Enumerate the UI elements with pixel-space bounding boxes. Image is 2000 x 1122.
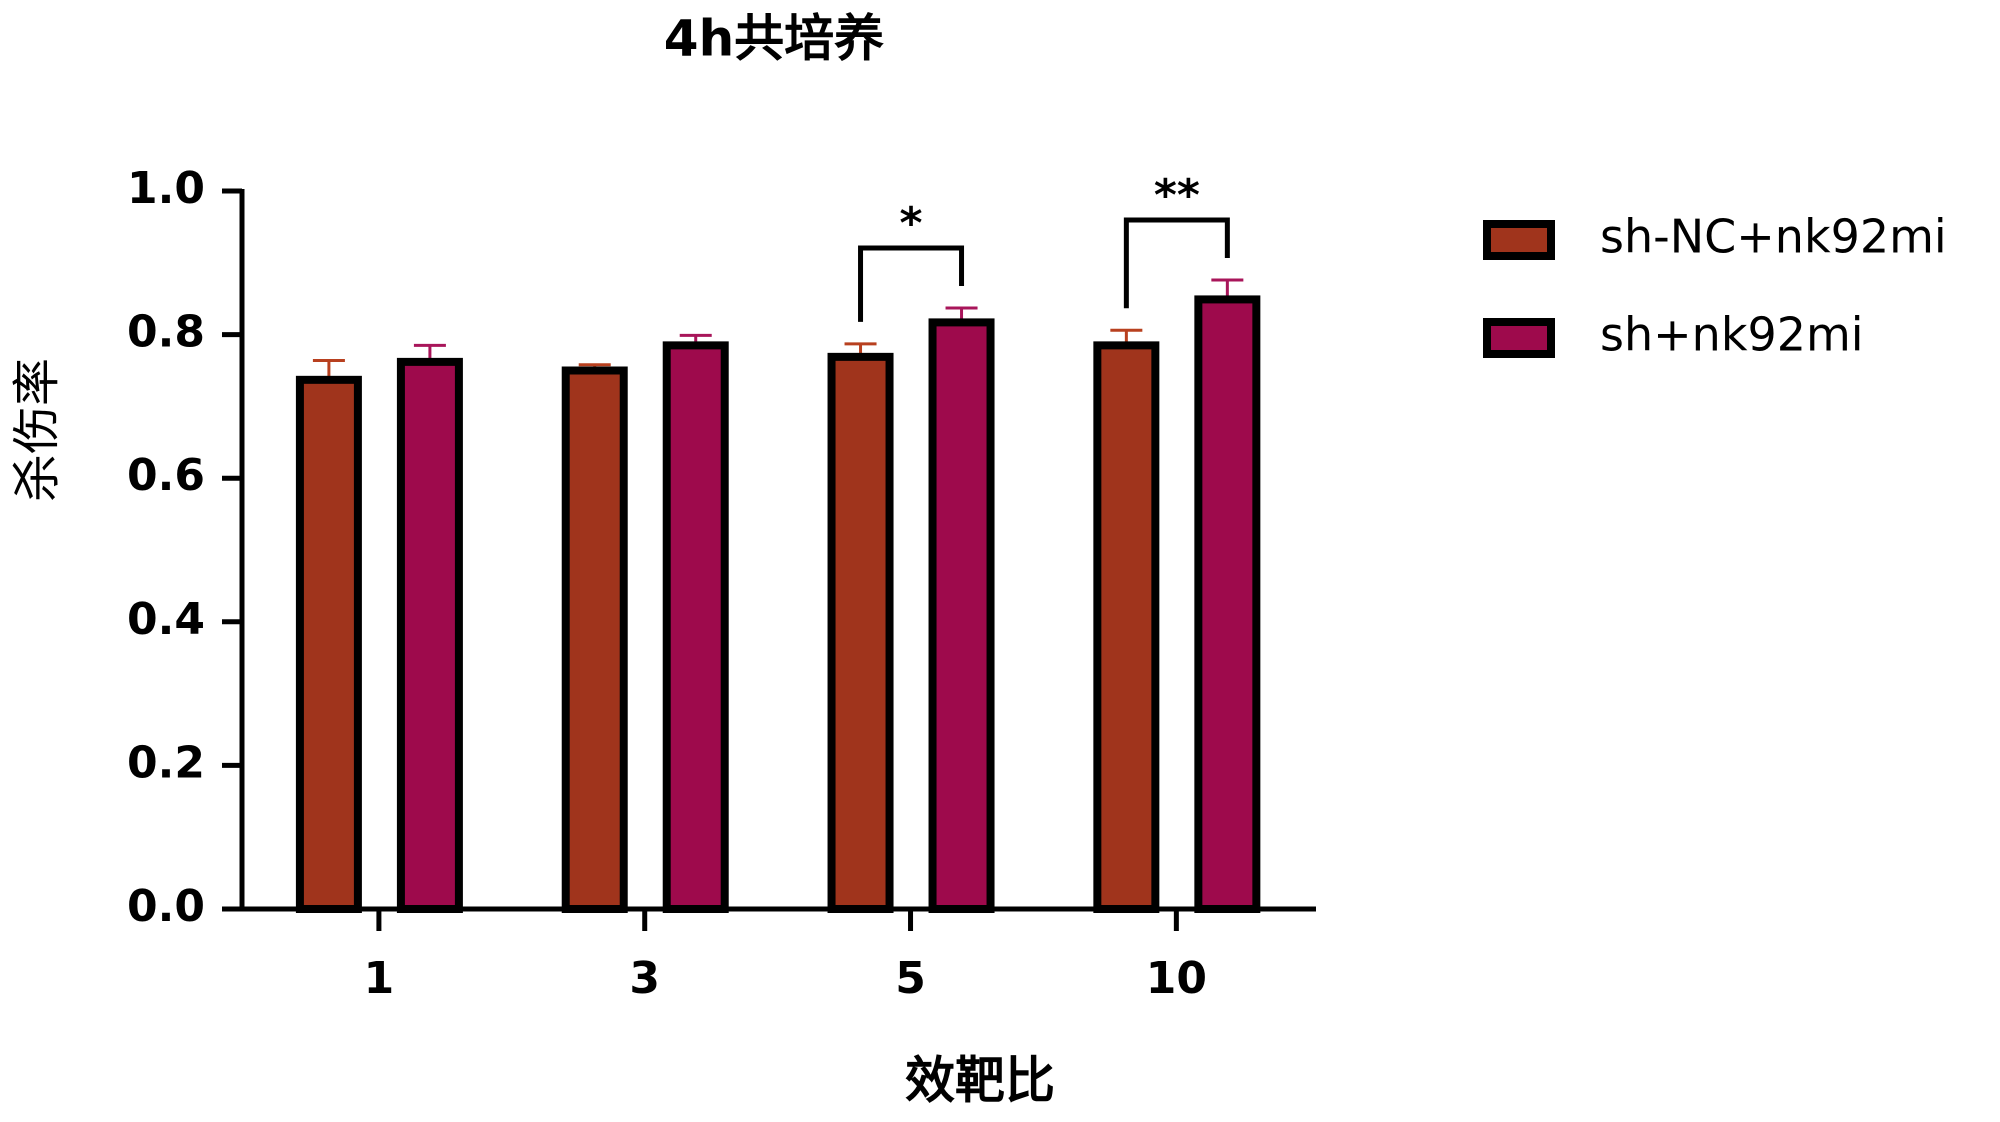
bar bbox=[295, 375, 362, 914]
legend-label: sh+nk92mi bbox=[1600, 308, 1864, 362]
significance-bracket bbox=[858, 245, 965, 322]
y-axis-label: 杀伤率 bbox=[9, 358, 65, 502]
legend-swatch bbox=[1483, 318, 1555, 358]
chart-title: 4h共培养 bbox=[664, 10, 884, 68]
y-tick-label: 0.8 bbox=[127, 307, 205, 358]
y-tick-label: 0.0 bbox=[127, 881, 205, 932]
significance-label: * bbox=[900, 198, 923, 249]
x-tick-label: 3 bbox=[629, 953, 660, 1004]
y-tick-label: 1.0 bbox=[127, 163, 205, 214]
legend-label: sh-NC+nk92mi bbox=[1600, 210, 1947, 264]
x-tick-label: 10 bbox=[1146, 953, 1207, 1004]
bar bbox=[1194, 295, 1261, 913]
bar bbox=[827, 352, 894, 914]
x-tick-label: 5 bbox=[895, 953, 926, 1004]
bar bbox=[928, 318, 995, 914]
bar bbox=[396, 357, 463, 914]
significance-bracket bbox=[1123, 217, 1230, 309]
x-tick-label: 1 bbox=[364, 953, 395, 1004]
significance-label: ** bbox=[1154, 170, 1200, 221]
bar bbox=[1093, 341, 1160, 913]
y-tick-label: 0.4 bbox=[127, 594, 205, 645]
legend-swatch bbox=[1483, 220, 1555, 260]
y-tick-label: 0.2 bbox=[127, 737, 205, 788]
bar bbox=[561, 366, 628, 913]
x-axis-label: 效靶比 bbox=[905, 1052, 1055, 1110]
bar bbox=[662, 341, 729, 913]
y-tick-label: 0.6 bbox=[127, 450, 205, 501]
